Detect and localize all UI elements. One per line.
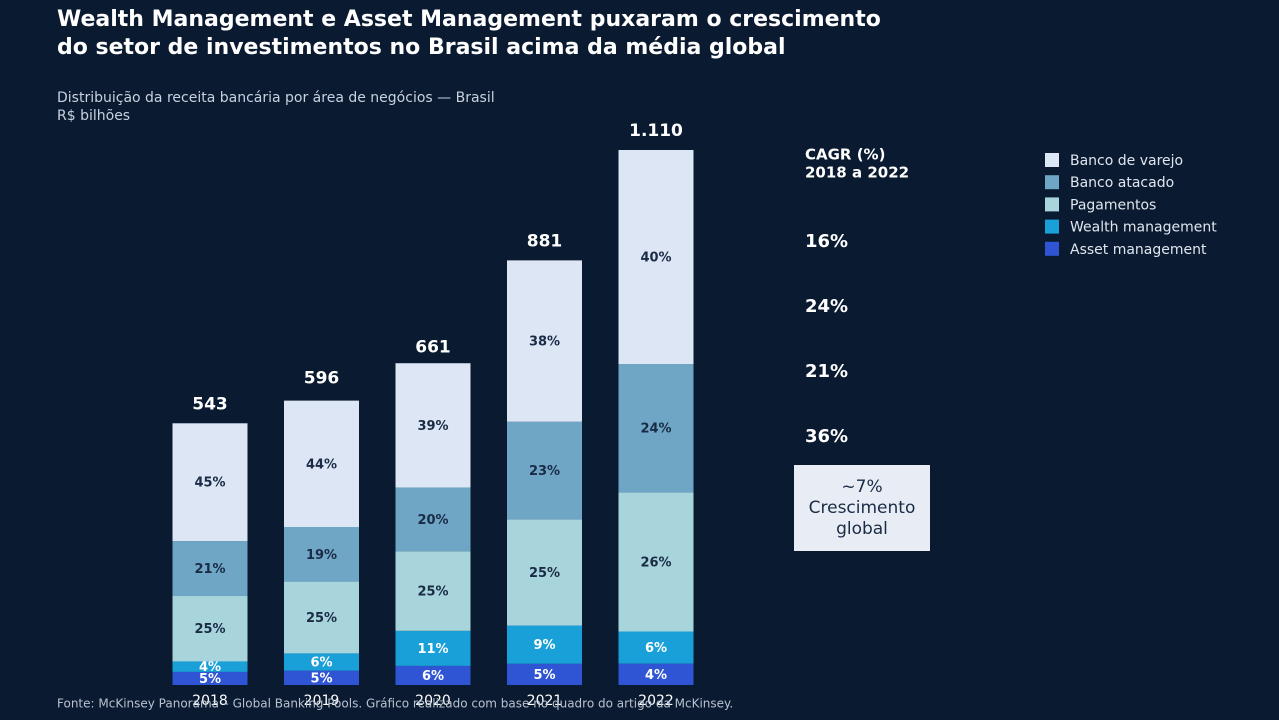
- cagr-value: 21%: [805, 361, 848, 382]
- legend-label: Banco atacado: [1070, 175, 1174, 191]
- total-label: 1.110: [629, 121, 683, 141]
- value-label: 26%: [640, 555, 671, 570]
- value-label: 6%: [310, 656, 332, 671]
- bar-segment: [172, 661, 248, 672]
- value-label: 44%: [306, 457, 337, 472]
- bar-segment: [618, 150, 694, 364]
- total-label: 661: [415, 337, 451, 357]
- bar-segment: [284, 581, 359, 654]
- bar-segment: [507, 421, 582, 520]
- value-label: 40%: [640, 251, 671, 266]
- bar-segment: [618, 364, 694, 493]
- value-label: 6%: [422, 669, 444, 684]
- bar-segment: [507, 519, 582, 626]
- value-label: 5%: [533, 668, 555, 683]
- bar-segment: [618, 631, 694, 664]
- bar-segment: [284, 527, 359, 582]
- value-label: 21%: [194, 562, 225, 577]
- legend-label: Pagamentos: [1070, 197, 1156, 213]
- bar-segment: [395, 551, 471, 631]
- value-label: 45%: [194, 476, 225, 491]
- value-label: 20%: [417, 513, 448, 528]
- bar-segment: [172, 671, 248, 685]
- bar-segment: [395, 665, 471, 685]
- bar-segment: [284, 653, 359, 671]
- total-label: 881: [527, 231, 563, 251]
- bar-segment: [395, 363, 471, 488]
- global-box: [794, 465, 930, 551]
- value-label: 25%: [306, 611, 337, 626]
- legend-swatch: [1045, 197, 1059, 212]
- bar-segment: [395, 487, 471, 552]
- value-label: 38%: [529, 335, 560, 350]
- value-label: 25%: [529, 566, 560, 581]
- subtitle: Distribuição da receita bancária por áre…: [57, 90, 495, 106]
- value-label: 6%: [645, 641, 667, 656]
- value-label: 11%: [417, 642, 448, 657]
- legend-swatch: [1045, 241, 1059, 256]
- value-label: 4%: [645, 668, 667, 683]
- legend-swatch: [1045, 219, 1059, 234]
- x-tick-label: 2020: [415, 693, 451, 709]
- cagr-value: 36%: [805, 426, 848, 447]
- global-box-text: ~7%: [841, 477, 882, 497]
- bar-segment: [507, 260, 582, 422]
- x-tick-label: 2019: [304, 693, 340, 709]
- bar-segment: [284, 670, 359, 685]
- legend-swatch: [1045, 153, 1059, 167]
- total-label: 543: [192, 394, 228, 414]
- chart-title: do setor de investimentos no Brasil acim…: [57, 35, 786, 60]
- bar-segment: [284, 400, 359, 528]
- bar-segment: [618, 492, 694, 632]
- cagr-value: 24%: [805, 296, 848, 317]
- bar-segment: [507, 625, 582, 664]
- chart-title: Wealth Management e Asset Management pux…: [57, 7, 881, 32]
- legend-swatch: [1045, 175, 1059, 190]
- bar-segment: [172, 596, 248, 662]
- bar-segment: [395, 630, 471, 666]
- value-label: 25%: [194, 622, 225, 637]
- value-label: 24%: [640, 422, 671, 437]
- global-box-text: global: [836, 519, 888, 539]
- x-tick-label: 2021: [527, 693, 563, 709]
- cagr-title: 2018 a 2022: [805, 164, 909, 182]
- legend-label: Asset management: [1070, 242, 1207, 258]
- bar-segment: [618, 663, 694, 685]
- value-label: 4%: [199, 660, 221, 675]
- unit-label: R$ bilhões: [57, 108, 130, 124]
- bar-segment: [172, 541, 248, 597]
- bar-segment: [172, 423, 248, 542]
- value-label: 25%: [417, 585, 448, 600]
- x-tick-label: 2018: [192, 693, 228, 709]
- x-tick-label: 2022: [638, 693, 674, 709]
- bar-segment: [507, 663, 582, 685]
- legend-label: Wealth management: [1070, 220, 1217, 236]
- value-label: 5%: [199, 672, 221, 687]
- value-label: 39%: [417, 419, 448, 434]
- value-label: 19%: [306, 548, 337, 563]
- total-label: 596: [304, 369, 340, 389]
- legend-label: Banco de varejo: [1070, 153, 1183, 169]
- global-box-text: Crescimento: [809, 498, 916, 518]
- value-label: 9%: [533, 638, 555, 653]
- value-label: 23%: [529, 464, 560, 479]
- source-note: Fonte: McKinsey Panorama – Global Bankin…: [57, 697, 733, 711]
- value-label: 5%: [310, 671, 332, 686]
- cagr-value: 16%: [805, 231, 848, 252]
- cagr-title: CAGR (%): [805, 146, 885, 164]
